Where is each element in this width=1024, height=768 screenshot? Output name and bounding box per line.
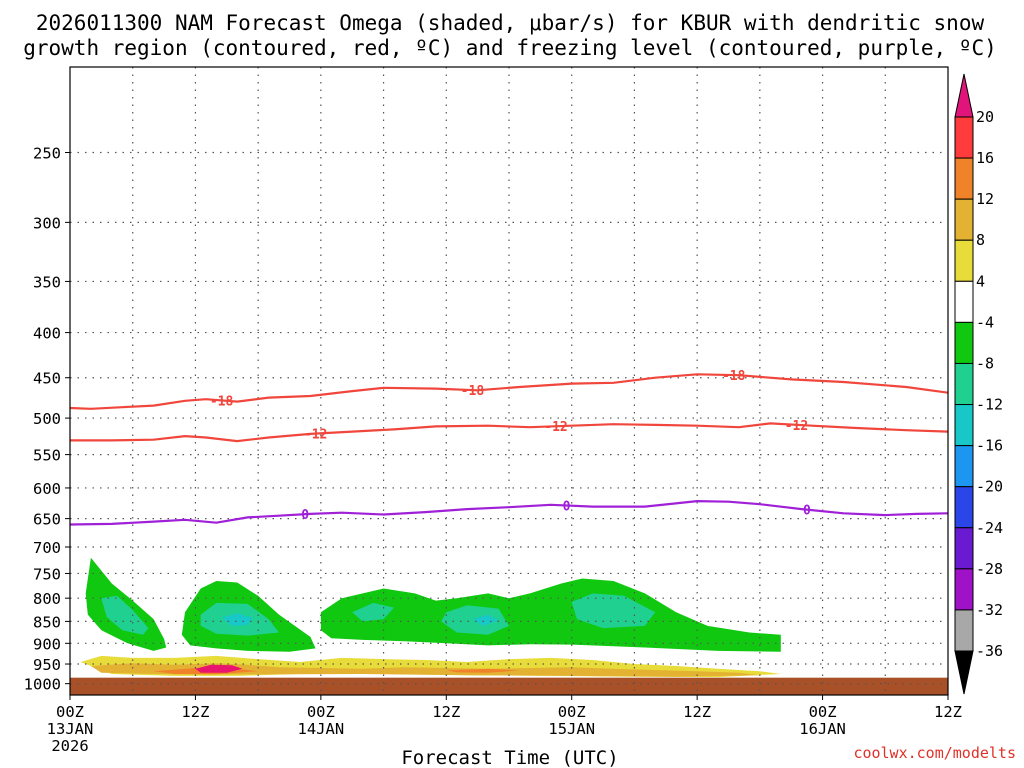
omega-region-4 [141,209,159,434]
colorbar-label: -12 [976,396,1003,414]
contour-label: -18 [722,369,746,384]
omega-region-4 [414,503,447,579]
colorbar-swatch [954,239,974,282]
contour-label: 0 [803,504,811,519]
omega-region--8 [571,593,656,629]
chart-title-line-2: growth region (contoured, red, ºC) and f… [23,36,997,60]
y-tick-label: 850 [33,613,61,631]
colorbar-swatch [954,116,974,159]
y-tick-label: 300 [33,214,61,232]
omega-region--12 [221,613,253,626]
colorbar-label: -32 [976,601,1003,619]
x-tick-label: 00Z [307,703,335,721]
x-tick-label: 00Z [558,703,586,721]
omega-region-20 [195,664,243,673]
y-tick-label: 350 [33,273,61,291]
colorbar-swatch [954,486,974,529]
contour-line [70,499,948,526]
y-tick-label: 700 [33,539,61,557]
colorbar-swatch [954,568,974,611]
contour-label: -18 [461,384,485,399]
contour-label: 0 [301,508,309,523]
ground-fill [70,677,948,695]
contour-label: -12 [785,419,808,434]
y-tick-label: 250 [33,144,61,162]
colorbar-label: -4 [976,313,994,331]
colorbar-label: 12 [976,190,994,208]
colorbar-label: 4 [976,272,985,290]
colorbar-swatch [954,280,974,323]
temperature-contours [70,373,948,526]
contour-label: -12 [544,420,567,435]
x-tick-label: 13JAN [47,720,94,738]
contour-label: -12 [304,428,327,443]
contour-line [70,422,948,443]
y-tick-label: 800 [33,590,61,608]
y-tick-label: 500 [33,410,61,428]
y-tick-label: 900 [33,635,61,653]
x-tick-label: 2026 [51,737,88,755]
contour-label: 0 [563,499,571,514]
y-tick-label: 950 [33,656,61,674]
colorbar-label: -36 [976,642,1003,660]
y-axis-ticks: 250 300 350 400 450 500 550 600 650 700 750 800 850 9… [24,144,70,694]
omega-region--8 [101,595,149,635]
colorbar-label: -8 [976,354,994,372]
x-tick-label: 12Z [683,703,711,721]
y-tick-label: 450 [33,370,61,388]
chart-title-line-1: 2026011300 NAM Forecast Omega (shaded, μ… [36,11,985,35]
y-tick-label: 400 [33,325,61,343]
colorbar-swatch [954,362,974,406]
x-tick-label: 00Z [809,703,837,721]
y-tick-label: 750 [33,565,61,583]
colorbar-swatch [954,609,974,652]
omega-region--12 [472,614,499,626]
colorbar: 20 16 12 8 4 -4 -8 -12 -16 -20 -24 -28 -32 -36 [954,73,1003,695]
colorbar-swatch [954,445,974,488]
x-tick-label: 00Z [56,703,84,721]
contour-label: -18 [210,394,234,409]
colorbar-label: -24 [976,519,1003,537]
omega-region--4 [320,578,781,652]
y-tick-label: 550 [33,447,61,465]
x-tick-label: 16JAN [799,720,846,738]
x-axis-label: Forecast Time (UTC) [401,747,618,768]
contour-labels: -18 -18 -18 -12 -12 -12 0 0 0 [210,369,811,523]
credit-link[interactable]: coolwx.com/modelts [853,744,1016,762]
colorbar-swatch [954,404,974,447]
omega-region-4 [169,209,185,507]
omega-shading [70,209,948,686]
colorbar-label: -28 [976,560,1003,578]
colorbar-swatch [954,198,974,241]
x-tick-label: 15JAN [548,720,595,738]
y-tick-label: 600 [33,480,61,498]
colorbar-swatch [954,157,974,200]
colorbar-label: 20 [976,108,994,126]
colorbar-label: -20 [976,478,1003,496]
x-tick-label: 12Z [432,703,460,721]
x-tick-label: 14JAN [298,720,345,738]
y-tick-label: 650 [33,511,61,529]
colorbar-label: 16 [976,149,994,167]
omega-region-16 [446,668,520,673]
contour-line [70,373,948,410]
y-tick-label: 1000 [24,676,61,694]
omega-region-4 [208,312,250,547]
colorbar-top-arrow [954,73,974,118]
x-tick-label: 12Z [934,703,962,721]
omega-region-12 [90,663,760,677]
colorbar-swatch [954,527,974,570]
x-tick-label: 12Z [181,703,209,721]
colorbar-label: -16 [976,437,1003,455]
omega-region-4 [336,512,363,556]
colorbar-label: 8 [976,231,985,249]
colorbar-swatch [954,321,974,364]
colorbar-bottom-arrow [954,650,974,695]
plot-frame [69,66,949,696]
